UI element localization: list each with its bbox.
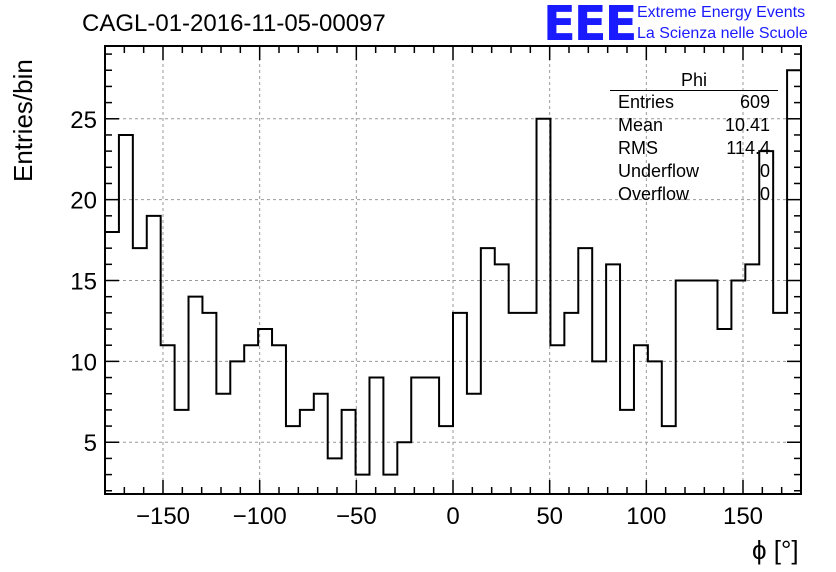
stats-label: Entries: [618, 92, 675, 112]
histogram-bin: [258, 329, 272, 494]
histogram-bin: [202, 313, 216, 494]
histogram-bin: [161, 345, 175, 494]
histogram-outline: [104, 69, 802, 494]
x-tick-label: 150: [723, 503, 763, 530]
stats-row-underflow: Underflow 0: [610, 160, 778, 183]
y-axis-ticks: 5 10 15 20 25: [70, 53, 801, 492]
histogram-bin: [704, 281, 718, 494]
histogram-bin: [397, 442, 411, 494]
histogram-bin: [439, 426, 453, 494]
histogram-bin: [634, 345, 648, 494]
histogram-bin: [523, 313, 537, 494]
stats-title: Phi: [610, 70, 778, 91]
x-tick-label: 50: [536, 503, 563, 530]
histogram-bin: [731, 281, 745, 494]
histogram-bin: [745, 264, 759, 494]
histogram-bin: [356, 475, 370, 494]
histogram-bin: [690, 281, 704, 494]
histogram-bin: [787, 70, 801, 494]
histogram-bin: [133, 248, 147, 494]
stats-label: Overflow: [618, 184, 690, 204]
x-tick-label: 100: [626, 503, 666, 530]
eee-logo: EEE: [543, 0, 637, 52]
histogram-bin: [328, 458, 342, 494]
histogram-bin: [676, 281, 690, 494]
stats-row-overflow: Overflow 0: [610, 183, 778, 206]
stats-label: Mean: [618, 115, 664, 135]
histogram-bin: [453, 313, 467, 494]
histogram-bin: [369, 378, 383, 494]
histogram-bin: [648, 361, 662, 494]
x-tick-label: −150: [136, 503, 190, 530]
y-axis-label: Entries/bin: [8, 59, 38, 182]
stats-value: 0: [759, 184, 770, 204]
stats-value: 114.4: [726, 138, 770, 158]
logo-line-1: Extreme Energy Events: [637, 4, 806, 21]
stats-row-mean: Mean 10.41: [610, 114, 778, 137]
histogram-bin: [467, 394, 481, 494]
histogram-bin: [300, 410, 314, 494]
histogram-bin: [244, 345, 258, 494]
x-axis-label: ϕ [°]: [752, 535, 799, 565]
stats-row-entries: Entries 609: [610, 91, 778, 114]
histogram-bin: [175, 410, 189, 494]
histogram-bin: [578, 248, 592, 494]
histogram-bin: [314, 394, 328, 494]
stats-value: 0: [759, 161, 770, 181]
histogram-bin: [606, 264, 620, 494]
histogram-bin: [272, 345, 286, 494]
stats-row-rms: RMS 114.4: [610, 137, 778, 160]
histogram-bin: [411, 378, 425, 494]
y-tick-label: 20: [70, 188, 97, 215]
x-tick-label: 0: [446, 503, 459, 530]
histogram-bin: [620, 410, 634, 494]
stats-value: 609: [739, 92, 770, 112]
y-tick-label: 5: [84, 430, 97, 457]
stats-label: Underflow: [618, 161, 700, 181]
histogram-bin: [147, 216, 161, 494]
stats-box: Phi Entries 609 Mean 10.41 RMS 114.4 Und…: [610, 70, 778, 206]
histogram-bin: [662, 426, 676, 494]
histogram-bin: [550, 345, 564, 494]
histogram-bin: [189, 297, 203, 494]
stats-label: RMS: [618, 138, 658, 158]
y-tick-label: 10: [70, 349, 97, 376]
histogram-bin: [717, 329, 731, 494]
x-axis-ticks: −150 −100 −50 0 50 100 150: [123, 46, 783, 530]
histogram-bin: [425, 378, 439, 494]
histogram-bin: [509, 313, 523, 494]
x-tick-label: −100: [233, 503, 287, 530]
histogram-bin: [564, 313, 578, 494]
x-tick-label: −50: [336, 503, 377, 530]
histogram-bin: [286, 426, 300, 494]
y-tick-label: 25: [70, 107, 97, 134]
histogram-bin: [537, 119, 551, 494]
histogram-bin: [342, 410, 356, 494]
histogram-bin: [481, 248, 495, 494]
histogram-bin: [495, 264, 509, 494]
chart-title: CAGL-01-2016-11-05-00097: [82, 10, 386, 37]
histogram-bin: [216, 394, 230, 494]
y-tick-label: 15: [70, 269, 97, 296]
histogram-bin: [592, 361, 606, 494]
histogram-bin: [105, 232, 119, 494]
logo-line-2: La Scienza nelle Scuole: [637, 25, 808, 42]
histogram-bin: [119, 135, 133, 494]
histogram-bin: [773, 313, 787, 494]
histogram-bin: [230, 361, 244, 494]
stats-value: 10.41: [724, 115, 770, 135]
